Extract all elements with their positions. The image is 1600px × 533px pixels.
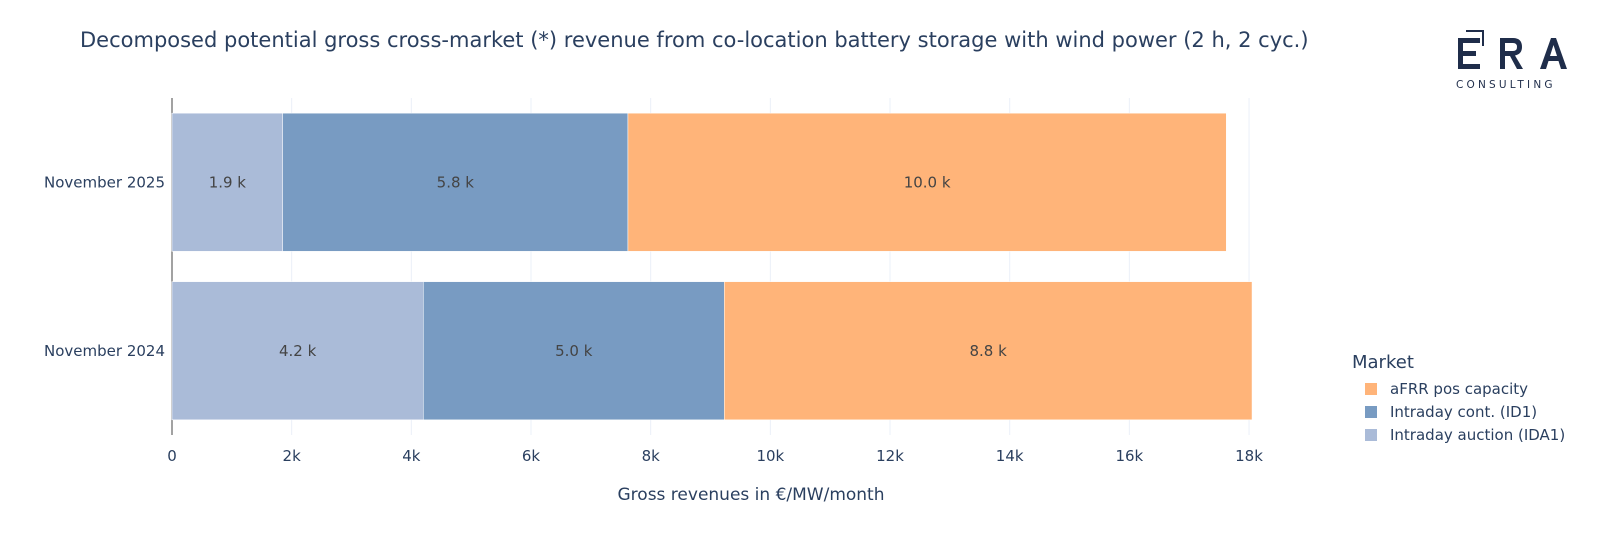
bar-data-label: 8.8 k: [969, 342, 1007, 360]
x-tick-label: 4k: [402, 447, 421, 465]
axes: 0 2k 4k 6k 8k 10k 12k 14k 16k 18k November 2025 Nov…: [44, 173, 1263, 465]
bar-data-label: 10.0 k: [904, 173, 951, 191]
legend-swatch: [1365, 405, 1377, 418]
bar-data-label: 1.9 k: [209, 173, 247, 191]
x-tick-label: 18k: [1235, 447, 1263, 465]
x-tick-label: 6k: [522, 447, 541, 465]
bar-data-label: 5.8 k: [437, 173, 475, 191]
bar-segment: [627, 112, 1227, 252]
legend-label: aFRR pos capacity: [1390, 379, 1529, 398]
legend: Market aFRR pos capacity Intraday cont. (…: [1352, 352, 1565, 446]
x-tick-label: 14k: [996, 447, 1024, 465]
data-labels: 1.9 k 5.8 k 10.0 k 4.2 k 5.0 k 8.8 k: [209, 173, 1007, 360]
bar-segment: [282, 112, 629, 252]
logo-subtitle: CONSULTING: [1456, 79, 1556, 91]
legend-item[interactable]: Intraday cont. (ID1): [1365, 400, 1565, 423]
x-axis-title: Gross revenues in €/MW/month: [618, 485, 885, 505]
y-category-label: November 2024: [44, 342, 165, 360]
legend-title: Market: [1352, 352, 1414, 373]
legend-item[interactable]: aFRR pos capacity: [1365, 377, 1565, 400]
bar-segment: [423, 281, 725, 421]
x-tick-label: 12k: [876, 447, 904, 465]
bar-segment: [171, 281, 424, 421]
bar-segment: [171, 112, 283, 252]
x-tick-label: 2k: [283, 447, 302, 465]
legend-swatch: [1365, 428, 1377, 441]
x-tick-label: 16k: [1115, 447, 1143, 465]
x-tick-label: 0: [167, 447, 177, 465]
era-logo: [1458, 30, 1567, 69]
chart-title: Decomposed potential gross cross-market …: [80, 28, 1309, 52]
y-category-label: November 2025: [44, 173, 165, 191]
legend-swatch: [1365, 382, 1377, 395]
bars: [171, 112, 1253, 421]
bar-segment: [724, 281, 1253, 421]
legend-item[interactable]: Intraday auction (IDA1): [1365, 423, 1565, 446]
x-tick-label: 10k: [756, 447, 784, 465]
legend-label: Intraday auction (IDA1): [1390, 425, 1566, 444]
bar-data-label: 4.2 k: [279, 342, 317, 360]
x-tick-label: 8k: [642, 447, 661, 465]
bar-data-label: 5.0 k: [555, 342, 593, 360]
legend-label: Intraday cont. (ID1): [1390, 402, 1538, 421]
